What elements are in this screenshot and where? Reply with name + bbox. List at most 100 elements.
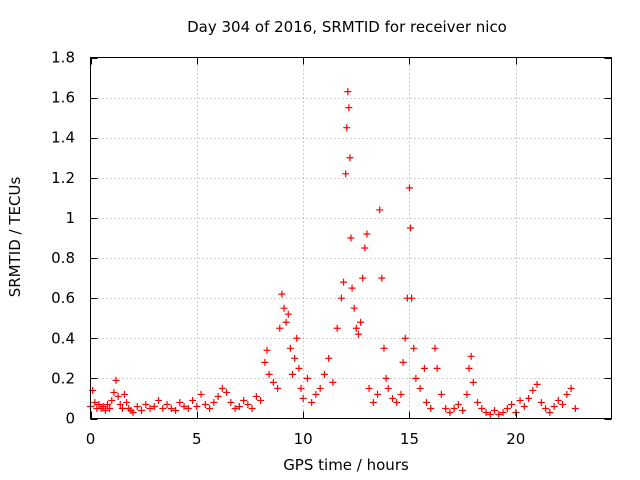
data-point xyxy=(348,284,356,292)
data-point xyxy=(357,318,365,326)
data-point xyxy=(101,406,109,414)
data-point xyxy=(467,352,475,360)
data-point xyxy=(193,402,201,410)
y-tick-label: 1.6 xyxy=(51,89,75,107)
axis-ticks xyxy=(90,57,612,420)
data-point xyxy=(291,354,299,362)
data-point xyxy=(110,388,118,396)
data-point xyxy=(112,376,120,384)
data-point xyxy=(431,344,439,352)
data-point xyxy=(397,390,405,398)
data-point xyxy=(244,400,252,408)
data-point xyxy=(388,394,396,402)
data-point xyxy=(333,324,341,332)
data-point xyxy=(503,404,511,412)
data-point xyxy=(240,396,248,404)
data-point xyxy=(265,370,273,378)
data-point xyxy=(533,380,541,388)
data-point xyxy=(282,318,290,326)
data-point xyxy=(567,384,575,392)
data-point xyxy=(382,374,390,382)
data-point xyxy=(347,234,355,242)
y-tick-label: 0.6 xyxy=(51,289,75,307)
data-point xyxy=(114,392,122,400)
data-point xyxy=(172,406,180,414)
data-point xyxy=(227,398,235,406)
data-point xyxy=(482,408,490,416)
data-point xyxy=(365,384,373,392)
data-point xyxy=(295,364,303,372)
y-tick-label: 1.2 xyxy=(51,169,75,187)
data-point xyxy=(99,402,107,410)
data-point xyxy=(312,390,320,398)
y-tick-label: 1.8 xyxy=(51,49,75,67)
data-point xyxy=(410,344,418,352)
data-point xyxy=(446,408,454,416)
data-point xyxy=(337,294,345,302)
data-point xyxy=(146,404,154,412)
y-tick-label: 0 xyxy=(65,410,75,428)
data-point xyxy=(469,378,477,386)
data-point xyxy=(393,398,401,406)
data-point xyxy=(206,404,214,412)
data-point xyxy=(520,402,528,410)
data-point xyxy=(450,404,458,412)
data-point xyxy=(550,402,558,410)
data-point xyxy=(218,384,226,392)
data-point xyxy=(201,400,209,408)
data-point xyxy=(374,390,382,398)
data-point xyxy=(299,394,307,402)
data-point xyxy=(454,400,462,408)
data-point xyxy=(293,334,301,342)
data-point xyxy=(512,408,520,416)
x-tick-label: 20 xyxy=(506,430,525,448)
data-point xyxy=(399,358,407,366)
data-point xyxy=(422,398,430,406)
data-point xyxy=(320,370,328,378)
data-point xyxy=(138,406,146,414)
data-point xyxy=(329,378,337,386)
y-axis-label: SRMTID / TECUs xyxy=(6,177,24,298)
data-point xyxy=(401,334,409,342)
data-point xyxy=(261,358,269,366)
data-point xyxy=(223,388,231,396)
data-point xyxy=(263,346,271,354)
data-point xyxy=(345,104,353,112)
data-point xyxy=(104,400,112,408)
data-point xyxy=(546,408,554,416)
data-point xyxy=(571,404,579,412)
data-point xyxy=(142,400,150,408)
data-point xyxy=(408,294,416,302)
data-point xyxy=(276,324,284,332)
data-point xyxy=(235,402,243,410)
data-point xyxy=(407,224,415,232)
data-point xyxy=(463,390,471,398)
data-point xyxy=(197,390,205,398)
data-series xyxy=(87,88,579,418)
x-axis-label: GPS time / hours xyxy=(283,456,409,474)
data-point xyxy=(342,170,350,178)
data-point xyxy=(516,396,524,404)
data-point xyxy=(554,396,562,404)
data-point xyxy=(297,384,305,392)
data-point xyxy=(559,400,567,408)
x-tick-label: 0 xyxy=(86,430,96,448)
data-point xyxy=(286,344,294,352)
data-point xyxy=(118,404,126,412)
data-point xyxy=(563,390,571,398)
data-point xyxy=(123,398,131,406)
data-point xyxy=(289,370,297,378)
data-point xyxy=(252,392,260,400)
data-point xyxy=(116,400,124,408)
data-point xyxy=(346,154,354,162)
data-point xyxy=(416,384,424,392)
data-point xyxy=(478,404,486,412)
y-tick-label: 1 xyxy=(65,209,75,227)
data-point xyxy=(180,402,188,410)
data-point xyxy=(420,364,428,372)
data-point xyxy=(405,184,413,192)
data-point xyxy=(284,310,292,318)
data-point xyxy=(231,404,239,412)
data-point xyxy=(325,354,333,362)
